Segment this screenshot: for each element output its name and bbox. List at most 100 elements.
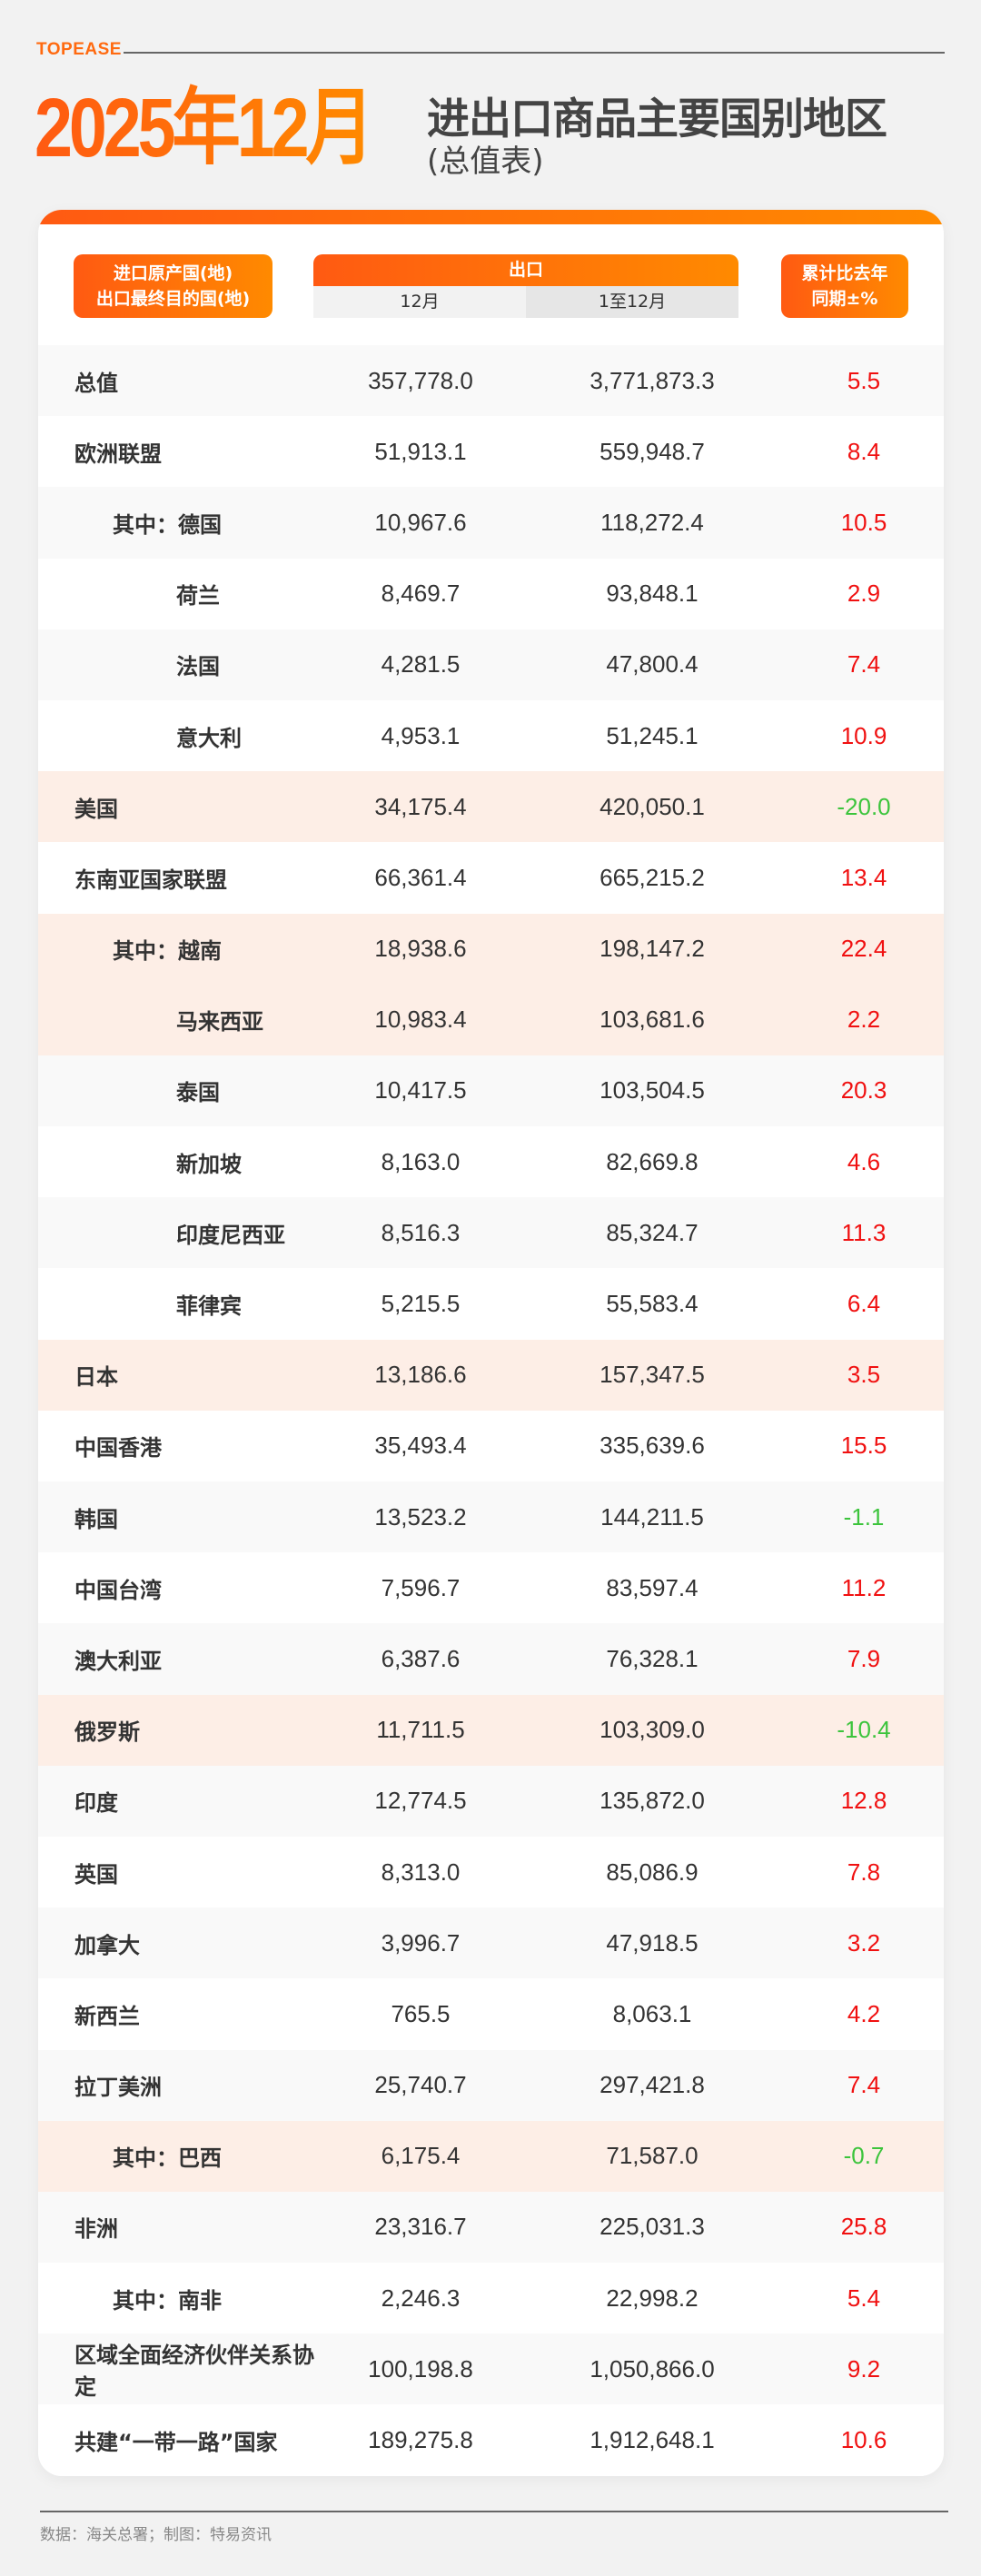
row-ytd-value: 85,086.9 bbox=[606, 1858, 699, 1886]
table-row: 意大利 4,953.1 51,245.1 10.9 bbox=[38, 699, 944, 772]
table-row: 欧洲联盟 51,913.1 559,948.7 8.4 bbox=[38, 416, 944, 488]
row-ytd-value: 3,771,873.3 bbox=[590, 366, 715, 394]
header-export: 出口 12月 1至12月 bbox=[313, 254, 738, 318]
row-ytd-value: 135,872.0 bbox=[600, 1787, 705, 1815]
row-pct-change: 22.4 bbox=[840, 935, 887, 963]
row-month-value: 11,711.5 bbox=[376, 1716, 465, 1744]
row-name: 加拿大 bbox=[74, 1932, 140, 1958]
row-name: 印度尼西亚 bbox=[176, 1222, 285, 1248]
table-row: 新加坡 8,163.0 82,669.8 4.6 bbox=[38, 1126, 944, 1198]
table-row: 拉丁美洲 25,740.7 297,421.8 7.4 bbox=[38, 2049, 944, 2121]
row-ytd-value: 47,800.4 bbox=[606, 650, 699, 679]
row-pct-change: 11.2 bbox=[841, 1573, 887, 1601]
row-month-value: 66,361.4 bbox=[374, 863, 467, 891]
row-pct-change: 7.9 bbox=[847, 1644, 881, 1672]
row-ytd-value: 85,324.7 bbox=[606, 1218, 699, 1246]
title-date: 2025年12月 bbox=[35, 78, 374, 178]
table-row: 法国 4,281.5 47,800.4 7.4 bbox=[38, 629, 944, 700]
row-ytd-value: 335,639.6 bbox=[600, 1432, 705, 1460]
row-name: 俄罗斯 bbox=[74, 1719, 140, 1746]
row-ytd-value: 420,050.1 bbox=[600, 792, 705, 820]
row-pct-change: 2.2 bbox=[847, 1006, 881, 1034]
row-pct-change: 13.4 bbox=[840, 863, 887, 891]
row-pct-change: 9.2 bbox=[847, 2354, 881, 2383]
table-body: 总值 357,778.0 3,771,873.3 5.5 欧洲联盟 51,913.1 559… bbox=[38, 345, 944, 2476]
row-month-value: 100,198.8 bbox=[368, 2354, 473, 2383]
row-month-value: 765.5 bbox=[391, 1999, 451, 2027]
row-ytd-value: 1,050,866.0 bbox=[590, 2354, 715, 2383]
row-pct-change: 4.6 bbox=[847, 1147, 881, 1175]
row-month-value: 12,774.5 bbox=[374, 1787, 467, 1815]
table-row: 其中：德国 10,967.6 118,272.4 10.5 bbox=[38, 487, 944, 559]
row-name: 中国台湾 bbox=[74, 1577, 162, 1603]
table-row: 印度尼西亚 8,516.3 85,324.7 11.3 bbox=[38, 1197, 944, 1269]
row-ytd-value: 71,587.0 bbox=[606, 2142, 699, 2170]
row-ytd-value: 1,912,648.1 bbox=[590, 2426, 715, 2454]
table-row: 澳大利亚 6,387.6 76,328.1 7.9 bbox=[38, 1623, 944, 1695]
header-pct-line1: 累计比去年 bbox=[801, 263, 888, 283]
row-pct-change: 2.9 bbox=[847, 580, 881, 608]
row-name: 总值 bbox=[74, 370, 118, 396]
table-row: 韩国 13,523.2 144,211.5 -1.1 bbox=[38, 1481, 944, 1553]
row-month-value: 6,387.6 bbox=[381, 1644, 461, 1672]
row-pct-change: 10.9 bbox=[840, 721, 887, 749]
table-row: 菲律宾 5,215.5 55,583.4 6.4 bbox=[38, 1268, 944, 1340]
table-row: 其中：巴西 6,175.4 71,587.0 -0.7 bbox=[38, 2120, 944, 2192]
row-ytd-value: 47,918.5 bbox=[606, 1928, 699, 1957]
row-ytd-value: 55,583.4 bbox=[606, 1290, 699, 1318]
row-month-value: 2,246.3 bbox=[381, 2284, 461, 2312]
row-name: 新西兰 bbox=[74, 2003, 140, 2029]
page-title: 进出口商品主要国别地区 bbox=[427, 94, 887, 144]
row-month-value: 4,953.1 bbox=[381, 721, 461, 749]
row-name: 共建“一带一路”国家 bbox=[74, 2430, 278, 2456]
row-month-value: 8,516.3 bbox=[381, 1218, 461, 1246]
row-name: 其中：德国 bbox=[113, 511, 222, 538]
row-month-value: 4,281.5 bbox=[381, 650, 461, 679]
row-name: 印度 bbox=[74, 1790, 118, 1817]
row-pct-change: 10.6 bbox=[840, 2426, 887, 2454]
row-name: 非洲 bbox=[74, 2216, 118, 2243]
table-row: 非洲 23,316.7 225,031.3 25.8 bbox=[38, 2191, 944, 2264]
row-ytd-value: 93,848.1 bbox=[606, 580, 699, 608]
table-row: 区域全面经济伙伴关系协定 100,198.8 1,050,866.0 9.2 bbox=[38, 2333, 944, 2405]
table-row: 其中：南非 2,246.3 22,998.2 5.4 bbox=[38, 2263, 944, 2334]
row-month-value: 357,778.0 bbox=[368, 366, 473, 394]
card-top-band bbox=[38, 210, 944, 224]
row-pct-change: 3.2 bbox=[847, 1928, 881, 1957]
row-ytd-value: 198,147.2 bbox=[600, 935, 705, 963]
page-subtitle: (总值表) bbox=[427, 144, 544, 180]
row-name: 韩国 bbox=[74, 1506, 118, 1532]
row-name: 澳大利亚 bbox=[74, 1648, 162, 1674]
row-month-value: 6,175.4 bbox=[381, 2142, 461, 2170]
row-name: 日本 bbox=[74, 1364, 118, 1391]
row-name: 拉丁美洲 bbox=[74, 2075, 162, 2101]
table-row: 荷兰 8,469.7 93,848.1 2.9 bbox=[38, 558, 944, 629]
row-name: 新加坡 bbox=[176, 1151, 242, 1177]
row-name: 意大利 bbox=[176, 725, 242, 751]
row-ytd-value: 144,211.5 bbox=[600, 1502, 704, 1531]
row-month-value: 8,163.0 bbox=[381, 1147, 461, 1175]
row-pct-change: 5.4 bbox=[847, 2284, 881, 2312]
row-ytd-value: 225,031.3 bbox=[600, 2213, 705, 2241]
row-pct-change: 20.3 bbox=[840, 1076, 887, 1105]
row-month-value: 8,469.7 bbox=[381, 580, 461, 608]
table-row: 加拿大 3,996.7 47,918.5 3.2 bbox=[38, 1907, 944, 1979]
table-card: 进口原产国(地) 出口最终目的国(地) 出口 12月 1至12月 累计比去年 同… bbox=[38, 210, 944, 2476]
row-pct-change: 4.2 bbox=[847, 1999, 881, 2027]
row-ytd-value: 22,998.2 bbox=[606, 2284, 699, 2312]
table-row: 俄罗斯 11,711.5 103,309.0 -10.4 bbox=[38, 1694, 944, 1766]
row-pct-change: 10.5 bbox=[840, 508, 887, 536]
table-row: 泰国 10,417.5 103,504.5 20.3 bbox=[38, 1055, 944, 1127]
row-month-value: 13,186.6 bbox=[374, 1361, 467, 1389]
row-ytd-value: 665,215.2 bbox=[600, 863, 705, 891]
row-name: 中国香港 bbox=[74, 1435, 162, 1461]
row-name: 其中：巴西 bbox=[113, 2145, 222, 2172]
row-ytd-value: 83,597.4 bbox=[606, 1573, 699, 1601]
footer-divider bbox=[40, 2511, 948, 2512]
table-row: 东南亚国家联盟 66,361.4 665,215.2 13.4 bbox=[38, 842, 944, 914]
row-ytd-value: 103,681.6 bbox=[600, 1006, 705, 1034]
row-month-value: 35,493.4 bbox=[374, 1432, 467, 1460]
header-ytd: 1至12月 bbox=[526, 286, 738, 318]
row-month-value: 23,316.7 bbox=[374, 2213, 467, 2241]
row-ytd-value: 103,504.5 bbox=[600, 1076, 705, 1105]
